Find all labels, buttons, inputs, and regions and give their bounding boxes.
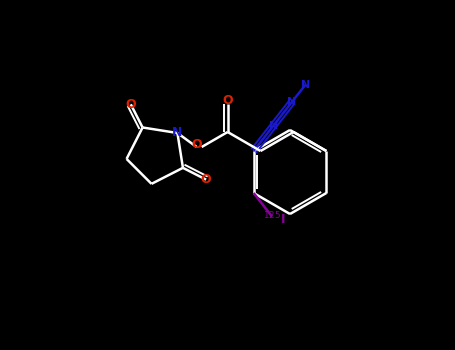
- Text: O: O: [126, 98, 136, 111]
- Text: O: O: [192, 139, 202, 152]
- Text: O: O: [222, 93, 233, 106]
- Text: $^{125}$I: $^{125}$I: [263, 210, 285, 227]
- Text: N: N: [287, 97, 296, 107]
- Text: O: O: [201, 173, 212, 186]
- Text: N: N: [172, 126, 182, 140]
- Text: N: N: [269, 121, 278, 131]
- Text: N: N: [301, 80, 310, 90]
